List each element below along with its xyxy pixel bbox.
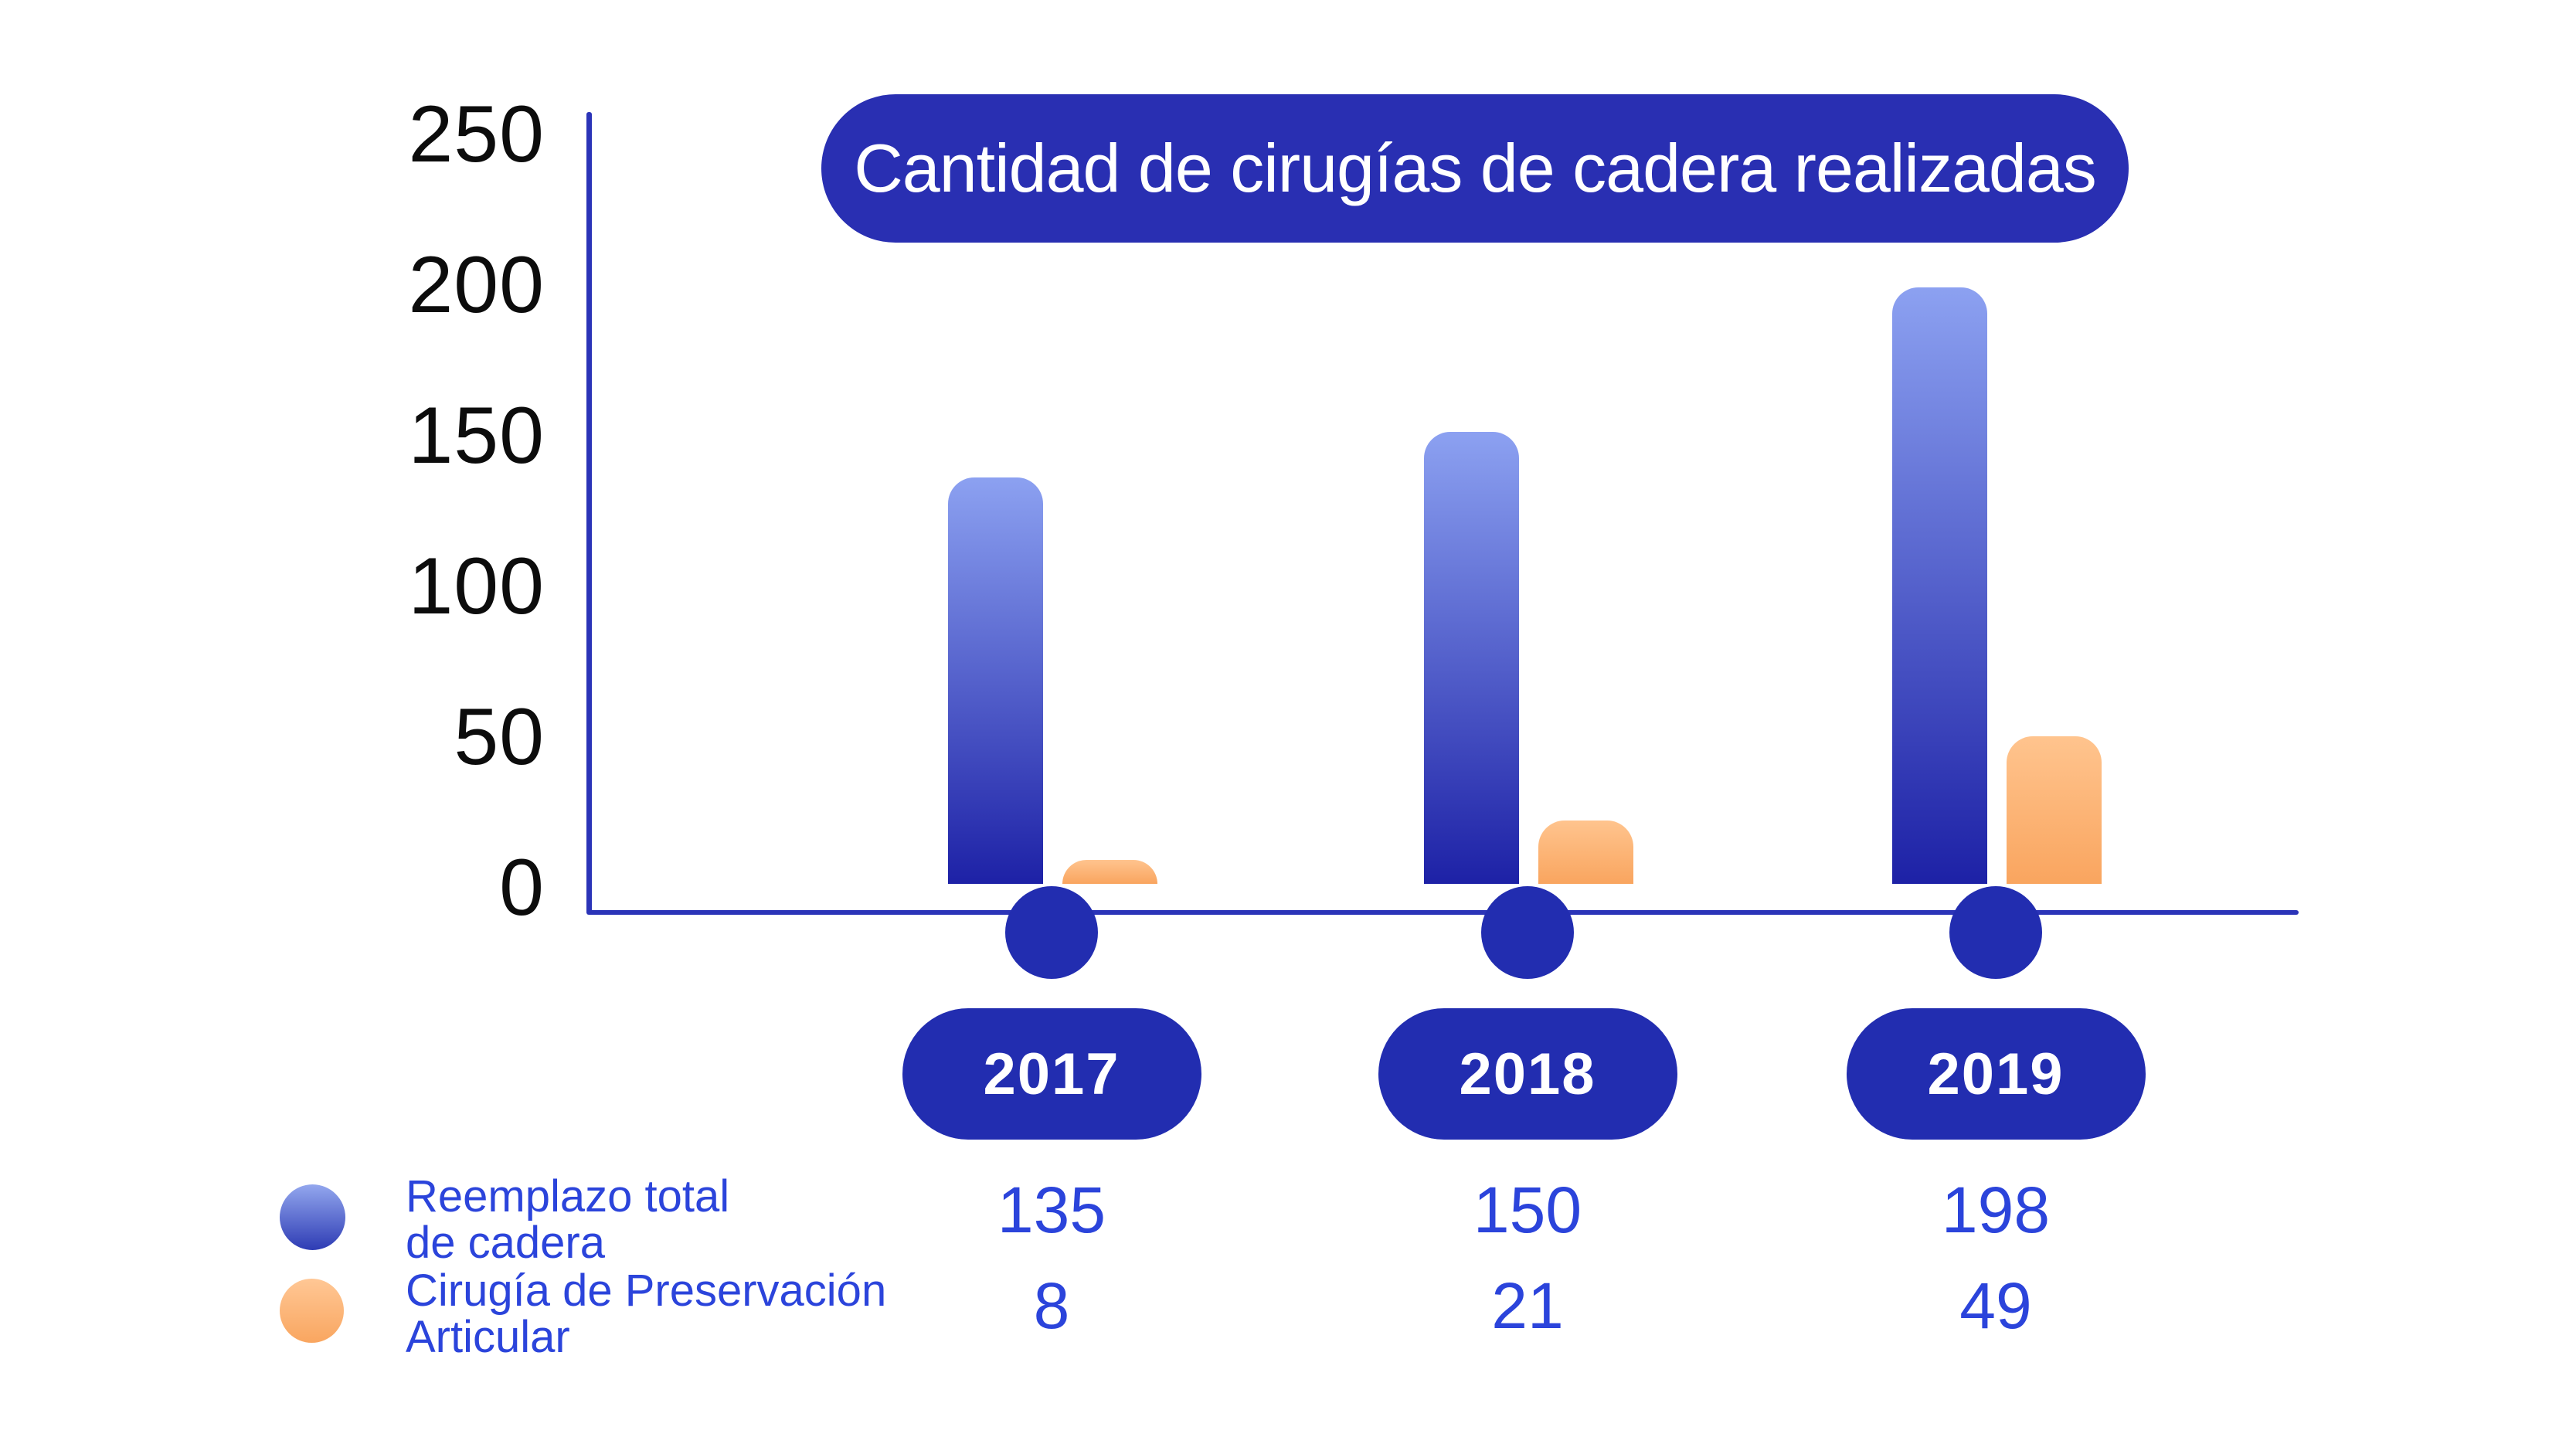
y-tick-label-0: 0 bbox=[499, 843, 545, 933]
bar-preservacion-articular-2018 bbox=[1538, 821, 1633, 884]
y-tick-label-200: 200 bbox=[408, 240, 545, 330]
year-label-2019: 2019 bbox=[1927, 1041, 2065, 1107]
legend-label-line: de cadera bbox=[406, 1218, 605, 1268]
legend-swatch-preservacion-articular-icon bbox=[280, 1279, 344, 1343]
axis-dot-2017 bbox=[1005, 886, 1098, 979]
legend-label-preservacion-articular: Cirugía de Preservación Articular bbox=[406, 1268, 886, 1361]
legend-label-reemplazo-total: Reemplazo total de cadera bbox=[406, 1174, 729, 1266]
bar-preservacion-articular-2019 bbox=[2007, 736, 2102, 884]
year-label-2017: 2017 bbox=[983, 1041, 1120, 1107]
legend-swatch-reemplazo-total-icon bbox=[280, 1184, 345, 1250]
legend-label-line: Cirugía de Preservación bbox=[406, 1266, 887, 1316]
value-preservacion-articular-2019: 49 bbox=[1959, 1269, 2032, 1342]
value-reemplazo-total-2017: 135 bbox=[997, 1174, 1106, 1246]
bar-preservacion-articular-2017 bbox=[1062, 859, 1157, 884]
y-tick-label-250: 250 bbox=[408, 90, 545, 179]
x-axis-line bbox=[586, 910, 2299, 915]
year-label-2018: 2018 bbox=[1459, 1041, 1596, 1107]
y-tick-label-150: 150 bbox=[408, 391, 545, 481]
value-reemplazo-total-2019: 198 bbox=[1941, 1174, 2051, 1246]
year-label-pill-2019: 2019 bbox=[1846, 1008, 2146, 1140]
value-preservacion-articular-2018: 21 bbox=[1491, 1269, 1564, 1342]
y-axis-line bbox=[586, 112, 592, 914]
chart-title: Cantidad de cirugías de cadera realizada… bbox=[854, 130, 2097, 206]
axis-dot-2019 bbox=[1949, 886, 2042, 979]
bar-reemplazo-total-2018 bbox=[1424, 432, 1519, 884]
chart-title-pill: Cantidad de cirugías de cadera realizada… bbox=[821, 94, 2129, 243]
year-label-pill-2018: 2018 bbox=[1378, 1008, 1677, 1140]
legend-label-line: Articular bbox=[406, 1312, 570, 1362]
bar-reemplazo-total-2017 bbox=[948, 477, 1043, 884]
bar-reemplazo-total-2019 bbox=[1892, 287, 1987, 884]
value-reemplazo-total-2018: 150 bbox=[1473, 1174, 1582, 1246]
legend-label-line: Reemplazo total bbox=[406, 1171, 730, 1221]
y-tick-label-100: 100 bbox=[408, 542, 545, 631]
value-preservacion-articular-2017: 8 bbox=[1033, 1269, 1070, 1342]
axis-dot-2018 bbox=[1481, 886, 1574, 979]
y-tick-label-50: 50 bbox=[454, 692, 545, 782]
year-label-pill-2017: 2017 bbox=[902, 1008, 1201, 1140]
